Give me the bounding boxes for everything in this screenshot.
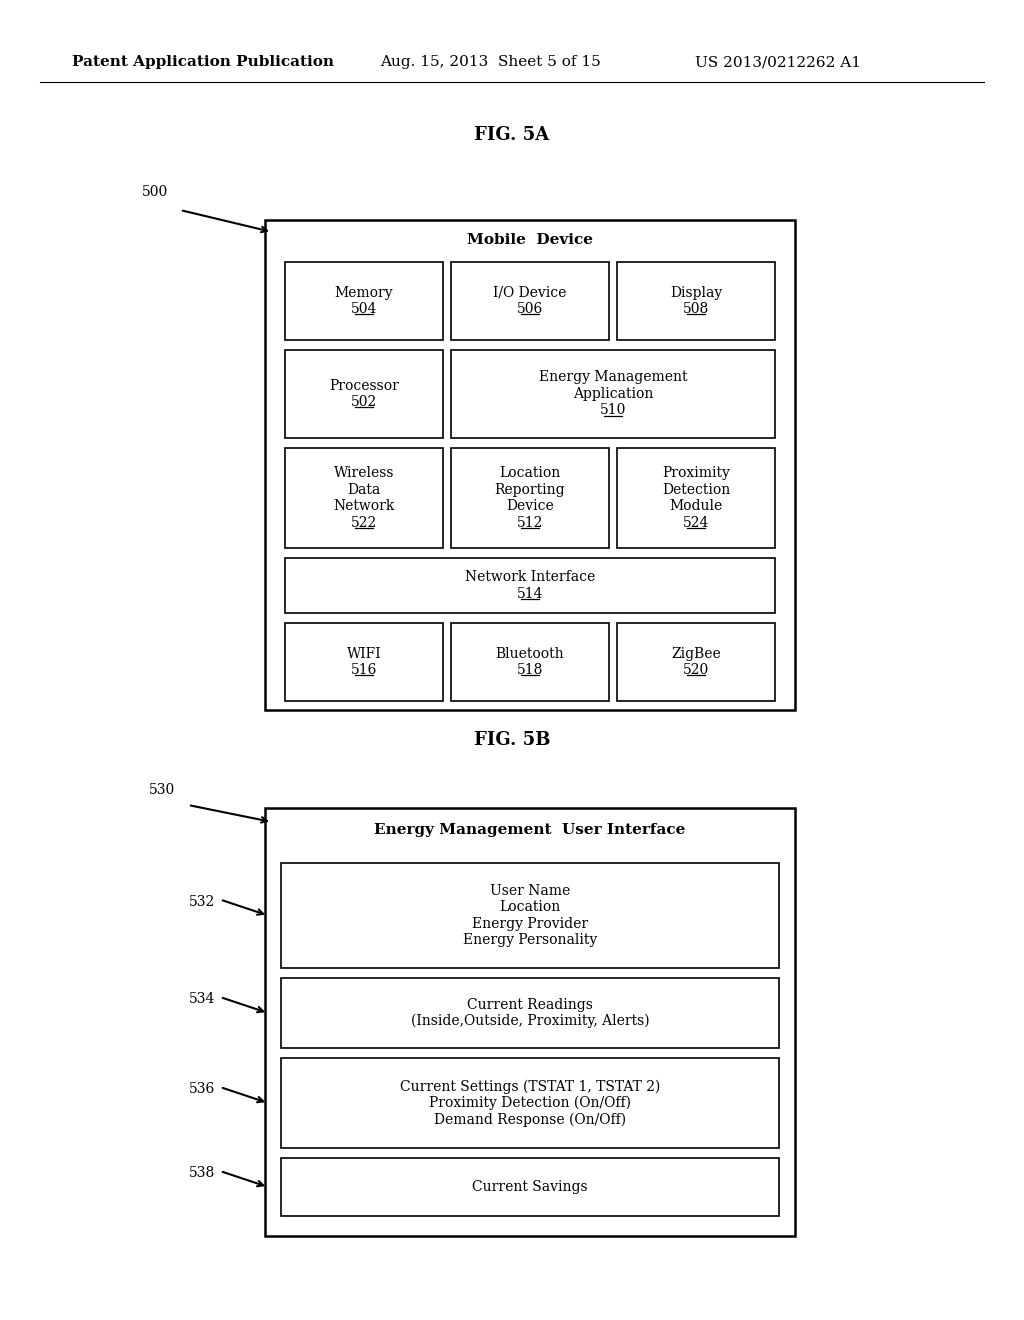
Text: FIG. 5A: FIG. 5A (474, 125, 550, 144)
Text: Processor: Processor (329, 379, 399, 393)
Text: Current Readings: Current Readings (467, 998, 593, 1011)
Text: 500: 500 (142, 185, 168, 199)
Text: 532: 532 (188, 895, 215, 908)
Text: 524: 524 (683, 516, 710, 529)
Text: Network Interface: Network Interface (465, 570, 595, 585)
Bar (281, 863, 779, 968)
Text: US 2013/0212262 A1: US 2013/0212262 A1 (695, 55, 861, 69)
Text: 514: 514 (517, 587, 544, 601)
Text: Current Settings (TSTAT 1, TSTAT 2): Current Settings (TSTAT 1, TSTAT 2) (399, 1080, 660, 1094)
Text: 502: 502 (351, 395, 377, 409)
Bar (451, 623, 609, 701)
Text: 536: 536 (188, 1082, 215, 1096)
Text: 508: 508 (683, 302, 710, 317)
Text: Current Savings: Current Savings (472, 1180, 588, 1195)
Text: Data: Data (347, 483, 381, 496)
Text: Network: Network (334, 499, 394, 513)
Text: 522: 522 (351, 516, 377, 529)
Bar (281, 978, 779, 1048)
Text: 512: 512 (517, 516, 543, 529)
Text: Location: Location (500, 900, 560, 915)
Text: 538: 538 (188, 1166, 215, 1180)
Text: WIFI: WIFI (347, 647, 381, 661)
Text: 530: 530 (148, 783, 175, 797)
Text: Patent Application Publication: Patent Application Publication (72, 55, 334, 69)
Bar (285, 261, 443, 341)
Bar (285, 623, 443, 701)
Text: Energy Management: Energy Management (539, 371, 687, 384)
Bar (285, 558, 775, 612)
Bar (285, 447, 443, 548)
Bar (265, 220, 795, 710)
Text: Aug. 15, 2013  Sheet 5 of 15: Aug. 15, 2013 Sheet 5 of 15 (380, 55, 601, 69)
Text: 534: 534 (188, 993, 215, 1006)
Text: Energy Management  User Interface: Energy Management User Interface (375, 822, 686, 837)
Text: Location: Location (500, 466, 560, 480)
Text: Module: Module (670, 499, 723, 513)
Text: User Name: User Name (489, 884, 570, 898)
Text: Wireless: Wireless (334, 466, 394, 480)
Text: Display: Display (670, 285, 722, 300)
Text: (Inside,Outside, Proximity, Alerts): (Inside,Outside, Proximity, Alerts) (411, 1014, 649, 1028)
Text: Bluetooth: Bluetooth (496, 647, 564, 661)
Bar (451, 261, 609, 341)
Text: Memory: Memory (335, 285, 393, 300)
Text: ZigBee: ZigBee (671, 647, 721, 661)
Text: Detection: Detection (662, 483, 730, 496)
Bar (281, 1059, 779, 1148)
Text: 520: 520 (683, 663, 710, 677)
Text: 510: 510 (600, 404, 627, 417)
Text: 506: 506 (517, 302, 543, 317)
Text: Proximity Detection (On/Off): Proximity Detection (On/Off) (429, 1096, 631, 1110)
Bar (617, 623, 775, 701)
Text: I/O Device: I/O Device (494, 285, 566, 300)
Text: Device: Device (506, 499, 554, 513)
Text: Reporting: Reporting (495, 483, 565, 496)
Text: 516: 516 (351, 663, 377, 677)
Text: Proximity: Proximity (663, 466, 730, 480)
Text: Demand Response (On/Off): Demand Response (On/Off) (434, 1113, 626, 1127)
Bar (281, 1158, 779, 1216)
Text: Mobile  Device: Mobile Device (467, 234, 593, 247)
Bar (451, 350, 775, 438)
Text: Energy Provider: Energy Provider (472, 917, 588, 931)
Bar (617, 447, 775, 548)
Bar (617, 261, 775, 341)
Text: FIG. 5B: FIG. 5B (474, 731, 550, 748)
Text: Application: Application (572, 387, 653, 401)
Bar (265, 808, 795, 1236)
Bar (285, 350, 443, 438)
Text: 518: 518 (517, 663, 543, 677)
Bar (451, 447, 609, 548)
Text: 504: 504 (351, 302, 377, 317)
Text: Energy Personality: Energy Personality (463, 933, 597, 948)
